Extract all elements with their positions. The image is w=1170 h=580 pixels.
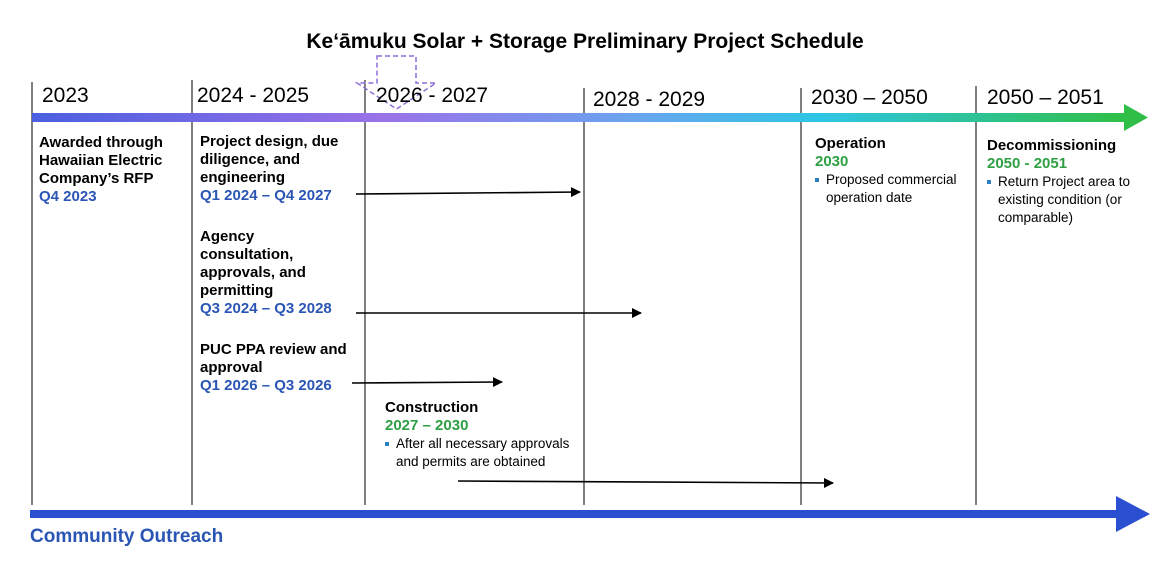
phase-arrows bbox=[351, 187, 834, 488]
phase-rfp: Awarded through Hawaiian Electric Compan… bbox=[39, 134, 179, 206]
phase-agency-date: Q3 2024 – Q3 2028 bbox=[200, 300, 332, 317]
timeline-bar-arrowhead bbox=[1124, 104, 1148, 131]
phase-construction: Construction 2027 – 2030 After all neces… bbox=[385, 399, 575, 471]
phase-decommissioning-bullet: Return Project area to existing conditio… bbox=[987, 173, 1152, 227]
phase-design-date: Q1 2024 – Q4 2027 bbox=[200, 187, 332, 204]
phase-construction-title: Construction bbox=[385, 399, 479, 416]
community-outreach-arrowhead bbox=[1116, 496, 1150, 532]
period-label-2050-2051: 2050 – 2051 bbox=[987, 86, 1104, 109]
phase-operation-title: Operation bbox=[815, 135, 886, 152]
period-label-2024-2025: 2024 - 2025 bbox=[197, 84, 310, 107]
column-dividers bbox=[31, 80, 977, 505]
phase-decommissioning-title: Decommissioning bbox=[987, 137, 1117, 154]
period-label-2026-2027: 2026 - 2027 bbox=[376, 84, 489, 107]
phase-decommissioning: Decommissioning 2050 - 2051 Return Proje… bbox=[987, 137, 1152, 227]
current-period-arrow bbox=[354, 55, 439, 110]
phase-puc-date: Q1 2026 – Q3 2026 bbox=[200, 377, 332, 394]
phase-operation-bullet: Proposed commercial operation date bbox=[815, 171, 965, 207]
phase-construction-bullet: After all necessary approvals and permit… bbox=[385, 435, 575, 471]
phase-puc: PUC PPA review and approval Q1 2026 – Q3… bbox=[200, 341, 350, 395]
phase-agency-title: Agency consultation, approvals, and perm… bbox=[200, 228, 306, 299]
phase-construction-date: 2027 – 2030 bbox=[385, 417, 469, 434]
page-title: Keʻāmuku Solar + Storage Preliminary Pro… bbox=[306, 30, 864, 53]
phase-puc-title: PUC PPA review and approval bbox=[200, 341, 347, 376]
phase-operation: Operation 2030 Proposed commercial opera… bbox=[815, 135, 965, 207]
community-outreach-bar bbox=[30, 510, 1122, 518]
design-duration-arrow bbox=[355, 187, 581, 198]
community-outreach-label: Community Outreach bbox=[30, 526, 224, 547]
timeline-bar bbox=[32, 113, 1126, 122]
puc-duration-arrow bbox=[351, 377, 503, 388]
phase-design-title: Project design, due diligence, and engin… bbox=[200, 133, 339, 186]
phase-rfp-title: Awarded through Hawaiian Electric Compan… bbox=[39, 134, 163, 187]
phase-operation-date: 2030 bbox=[815, 153, 849, 170]
phase-decommissioning-date: 2050 - 2051 bbox=[987, 155, 1068, 172]
period-label-2023: 2023 bbox=[42, 84, 89, 107]
phase-design: Project design, due diligence, and engin… bbox=[200, 133, 362, 205]
period-label-2030-2050: 2030 – 2050 bbox=[811, 86, 928, 109]
construction-duration-arrow bbox=[457, 477, 834, 488]
period-label-2028-2029: 2028 - 2029 bbox=[593, 88, 706, 111]
phase-rfp-date: Q4 2023 bbox=[39, 188, 97, 205]
phase-agency: Agency consultation, approvals, and perm… bbox=[200, 228, 340, 318]
